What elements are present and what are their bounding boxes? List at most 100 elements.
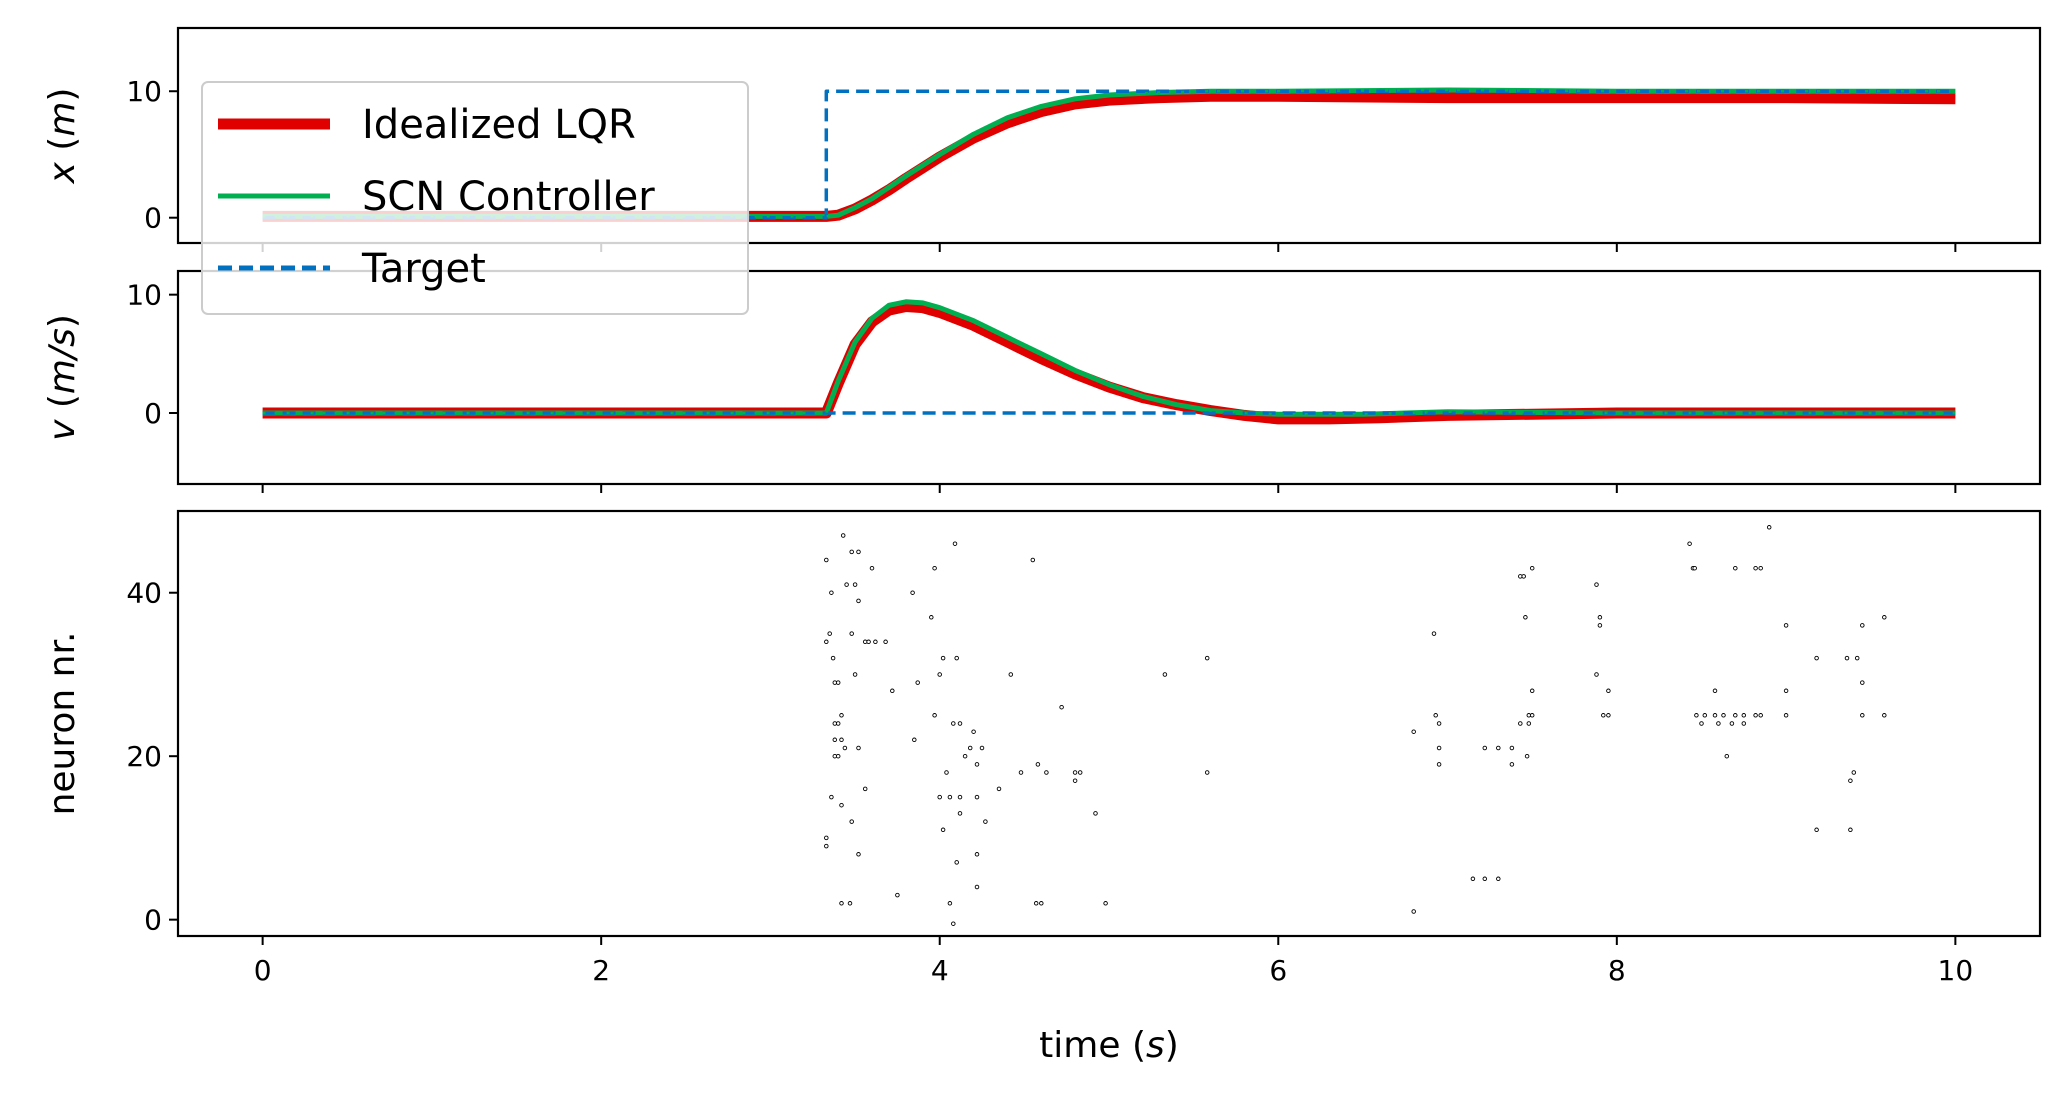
spike-point <box>835 680 841 685</box>
spike-point <box>1606 688 1611 694</box>
spike-point <box>1518 721 1523 726</box>
spike-point <box>856 745 861 751</box>
spike-point <box>890 688 895 694</box>
spike-point <box>1882 615 1887 620</box>
spike-point <box>967 745 973 751</box>
spike-point <box>1712 713 1718 718</box>
spike-point <box>1496 745 1501 751</box>
spike-point <box>1860 623 1865 628</box>
spike-point <box>869 565 875 571</box>
spike-point <box>929 615 934 620</box>
spike-point <box>1724 753 1730 759</box>
y-tick-label: 20 <box>126 740 162 773</box>
spike-point <box>974 852 980 857</box>
spike-point <box>1035 762 1041 767</box>
spike-point <box>1529 713 1535 718</box>
spike-point <box>856 852 861 857</box>
spike-point <box>1741 713 1747 718</box>
y-tick-label: 40 <box>126 577 162 610</box>
spike-point <box>1753 565 1758 571</box>
spike-point <box>844 582 849 587</box>
spike-point <box>1694 713 1699 718</box>
y-tick-label: 10 <box>126 75 162 108</box>
spike-point <box>1702 713 1708 718</box>
axes-frame <box>176 509 2042 938</box>
y-tick-label: 10 <box>126 279 162 312</box>
spike-point <box>835 721 841 726</box>
spike-point <box>1204 770 1210 775</box>
spike-point <box>1436 762 1442 767</box>
spike-point <box>944 770 949 775</box>
series-line-scn-controller <box>262 299 1956 417</box>
legend: Idealized LQR SCN Controller Target <box>201 81 749 315</box>
spike-point <box>1436 721 1442 726</box>
spike-raster-panel: 0 20 40 0 2 4 6 8 10 neuron nr. time (s) <box>42 509 2042 1066</box>
spike-point <box>1526 721 1532 726</box>
spike-point <box>974 884 980 890</box>
spike-point <box>847 901 853 906</box>
spike-point <box>1482 745 1488 751</box>
legend-box <box>201 81 749 315</box>
spike-point <box>856 598 861 604</box>
spike-point <box>940 655 946 661</box>
series-line-scn-controller <box>262 87 1956 219</box>
spike-point <box>1758 713 1763 718</box>
spike-point <box>1072 770 1078 775</box>
spike-point <box>932 713 937 718</box>
spike-point <box>852 582 858 587</box>
legend-label: SCN Controller <box>362 174 655 220</box>
spike-point <box>824 835 829 841</box>
spike-point <box>1431 631 1437 636</box>
spike-point <box>1524 753 1530 759</box>
spike-point <box>1601 713 1606 718</box>
spike-point <box>1044 770 1049 775</box>
spike-point <box>1529 688 1535 694</box>
x-tick-label: 10 <box>1938 954 1974 987</box>
spike-point <box>1721 713 1726 718</box>
y-tick-label: 0 <box>144 397 162 430</box>
spike-point <box>962 753 968 759</box>
spike-point <box>1692 565 1697 571</box>
spike-point <box>979 745 985 751</box>
spike-point <box>873 639 878 645</box>
spike-point <box>937 672 942 677</box>
spike-point <box>1882 713 1887 718</box>
spike-point <box>1687 541 1692 546</box>
y-tick-label: 0 <box>144 904 162 937</box>
series-line-idealized-lqr <box>262 301 1956 425</box>
spike-point <box>1729 721 1735 726</box>
spike-point <box>832 737 838 743</box>
spike-point <box>915 680 920 685</box>
spike-point <box>951 921 956 926</box>
spike-point <box>1433 713 1438 718</box>
spike-point <box>1077 770 1083 775</box>
spike-point <box>1597 623 1603 628</box>
spike-point <box>1521 574 1526 579</box>
x-tick-label: 0 <box>254 954 272 987</box>
spike-point <box>829 794 834 800</box>
spike-point <box>1606 713 1611 718</box>
spike-point <box>1860 680 1865 685</box>
spike-point <box>1783 623 1789 628</box>
y-axis-label: v (m/s) <box>42 314 83 441</box>
spike-point <box>954 655 959 661</box>
spike-point <box>839 737 844 743</box>
spike-point <box>1783 688 1789 694</box>
spike-point <box>883 639 888 645</box>
spike-point <box>1860 713 1865 718</box>
spike-point <box>835 753 841 759</box>
spike-point <box>954 860 959 865</box>
spike-point <box>996 786 1002 792</box>
spike-point <box>1597 615 1603 620</box>
spike-point <box>1594 582 1599 587</box>
velocity-panel: 0 10 v (m/s) <box>42 269 2042 493</box>
spike-point <box>1854 655 1860 661</box>
spike-point <box>1716 721 1721 726</box>
y-tick-label: 0 <box>144 202 162 235</box>
spike-point <box>852 672 858 677</box>
spike-point <box>827 631 832 636</box>
spike-point <box>1436 745 1442 751</box>
spike-point <box>849 549 854 555</box>
spike-point <box>1814 655 1819 661</box>
